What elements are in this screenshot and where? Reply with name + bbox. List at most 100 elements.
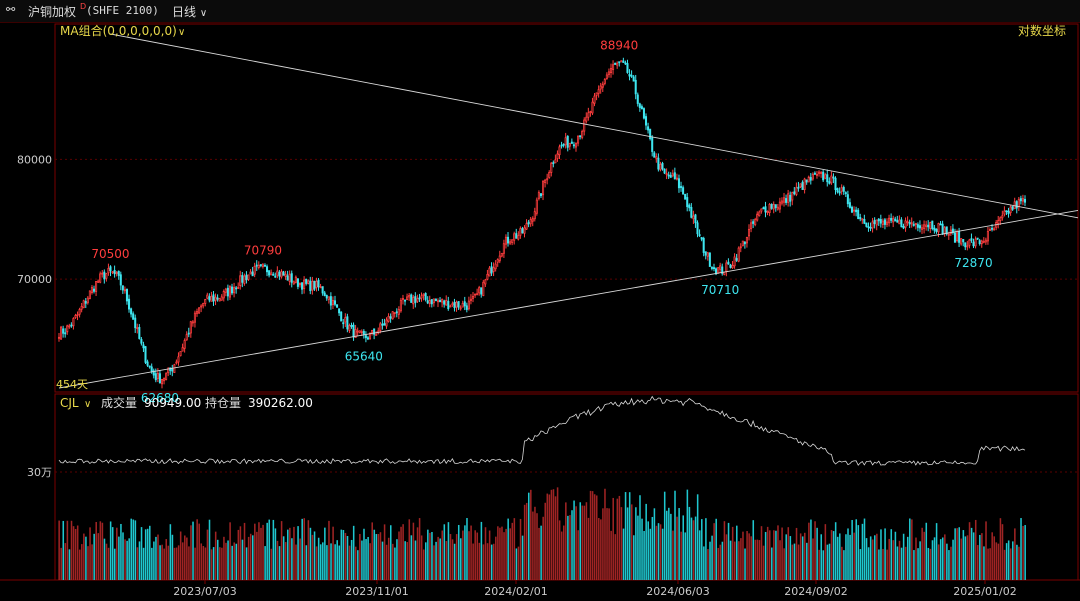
- candle-body: [434, 298, 437, 302]
- candle-body: [754, 219, 757, 226]
- volume-bar: [58, 520, 60, 580]
- period-select[interactable]: 日线 ∨: [172, 3, 207, 20]
- candle-body: [991, 227, 994, 230]
- candle-body: [982, 240, 985, 243]
- link-icon[interactable]: ⚯: [6, 3, 16, 16]
- instrument-name[interactable]: 沪铜加权: [28, 5, 77, 19]
- candle-body: [214, 296, 217, 301]
- volume-bar: [394, 547, 396, 580]
- candle-body: [228, 286, 231, 298]
- volume-bar: [614, 534, 617, 580]
- volume-bar: [948, 550, 950, 580]
- volume-bar: [768, 530, 771, 580]
- volume-bar: [410, 535, 413, 580]
- volume-bar: [898, 540, 901, 580]
- volume-bar: [103, 538, 106, 580]
- candle-body: [764, 206, 767, 213]
- candle-body: [391, 311, 394, 320]
- candle-body: [782, 197, 786, 203]
- x-tick-label: 2024/06/03: [646, 585, 709, 598]
- candle-body: [752, 221, 755, 224]
- candle-body: [832, 176, 835, 179]
- x-tick-label: 2024/09/02: [784, 585, 847, 598]
- candle-body: [842, 187, 845, 192]
- candle-body: [449, 305, 452, 308]
- candle-body: [235, 287, 238, 290]
- volume-bar: [841, 546, 843, 580]
- volume-bar: [530, 489, 532, 580]
- candle-body: [64, 332, 67, 335]
- volume-bar: [731, 526, 734, 580]
- volume-bar: [565, 502, 567, 580]
- candle-body: [686, 197, 689, 208]
- candle-body: [259, 264, 262, 267]
- volume-bar: [554, 496, 557, 580]
- candle-body: [327, 296, 330, 300]
- candle-body: [673, 172, 676, 180]
- candle-body: [820, 172, 823, 174]
- candle-body: [863, 219, 866, 224]
- volume-bar: [536, 513, 538, 580]
- volume-bar: [392, 543, 394, 580]
- volume-bar: [558, 520, 561, 580]
- volume-bar: [612, 497, 614, 580]
- candle-body: [737, 247, 740, 262]
- candle-body: [362, 330, 365, 335]
- volume-bar: [369, 543, 371, 580]
- candle-body: [163, 378, 166, 382]
- volume-bar: [198, 523, 200, 580]
- volume-bar: [122, 532, 124, 580]
- candle-body: [523, 227, 526, 234]
- candle-body: [171, 368, 174, 372]
- candle-body: [949, 229, 952, 234]
- candle-body: [352, 324, 355, 338]
- volume-bar: [828, 543, 831, 580]
- volume-bar: [993, 536, 996, 580]
- candle-body: [941, 223, 944, 235]
- candle-body: [88, 290, 91, 299]
- candle-body: [906, 221, 909, 224]
- volume-bar: [888, 538, 890, 580]
- candle-body: [659, 163, 662, 171]
- candle-body: [511, 239, 514, 243]
- volume-bar: [694, 516, 697, 580]
- candle-body: [101, 272, 104, 275]
- candle-body: [636, 94, 639, 104]
- volume-bar: [291, 538, 293, 580]
- volume-bar: [210, 549, 213, 580]
- grid-lines: [55, 158, 1078, 473]
- volume-bar: [824, 524, 827, 580]
- extreme-label: 62680: [141, 391, 179, 405]
- candle-body: [270, 272, 273, 276]
- candle-body: [393, 312, 396, 315]
- candle-body: [303, 279, 306, 290]
- x-tick-label: 2025/01/02: [953, 585, 1016, 598]
- volume-bar: [497, 526, 499, 580]
- volume-bar: [637, 515, 639, 580]
- volume-bar: [620, 507, 623, 580]
- volume-bar: [857, 525, 860, 580]
- trendlines: [58, 33, 1079, 389]
- volume-bar: [935, 523, 938, 580]
- volume-bar: [906, 536, 909, 580]
- volume-bar: [153, 541, 155, 580]
- volume-bar: [264, 546, 266, 580]
- candle-body: [834, 177, 837, 191]
- x-tick-label: 2023/11/01: [345, 585, 408, 598]
- volume-bar: [974, 519, 977, 580]
- candle-body: [113, 269, 116, 275]
- volume-bar: [128, 538, 130, 580]
- candle-body: [220, 296, 223, 301]
- candle-body: [774, 204, 777, 208]
- candle-body: [156, 372, 159, 379]
- volume-bar: [64, 543, 67, 580]
- candle-body: [459, 307, 462, 310]
- candle-body: [515, 233, 518, 239]
- candle-body: [233, 287, 236, 294]
- volume-bar: [682, 515, 685, 580]
- oi-value: 390262.00: [248, 396, 313, 410]
- candle-body: [360, 331, 363, 334]
- volume-label: 成交量: [101, 395, 137, 410]
- volume-bar: [311, 534, 314, 580]
- volume-bar: [983, 546, 985, 580]
